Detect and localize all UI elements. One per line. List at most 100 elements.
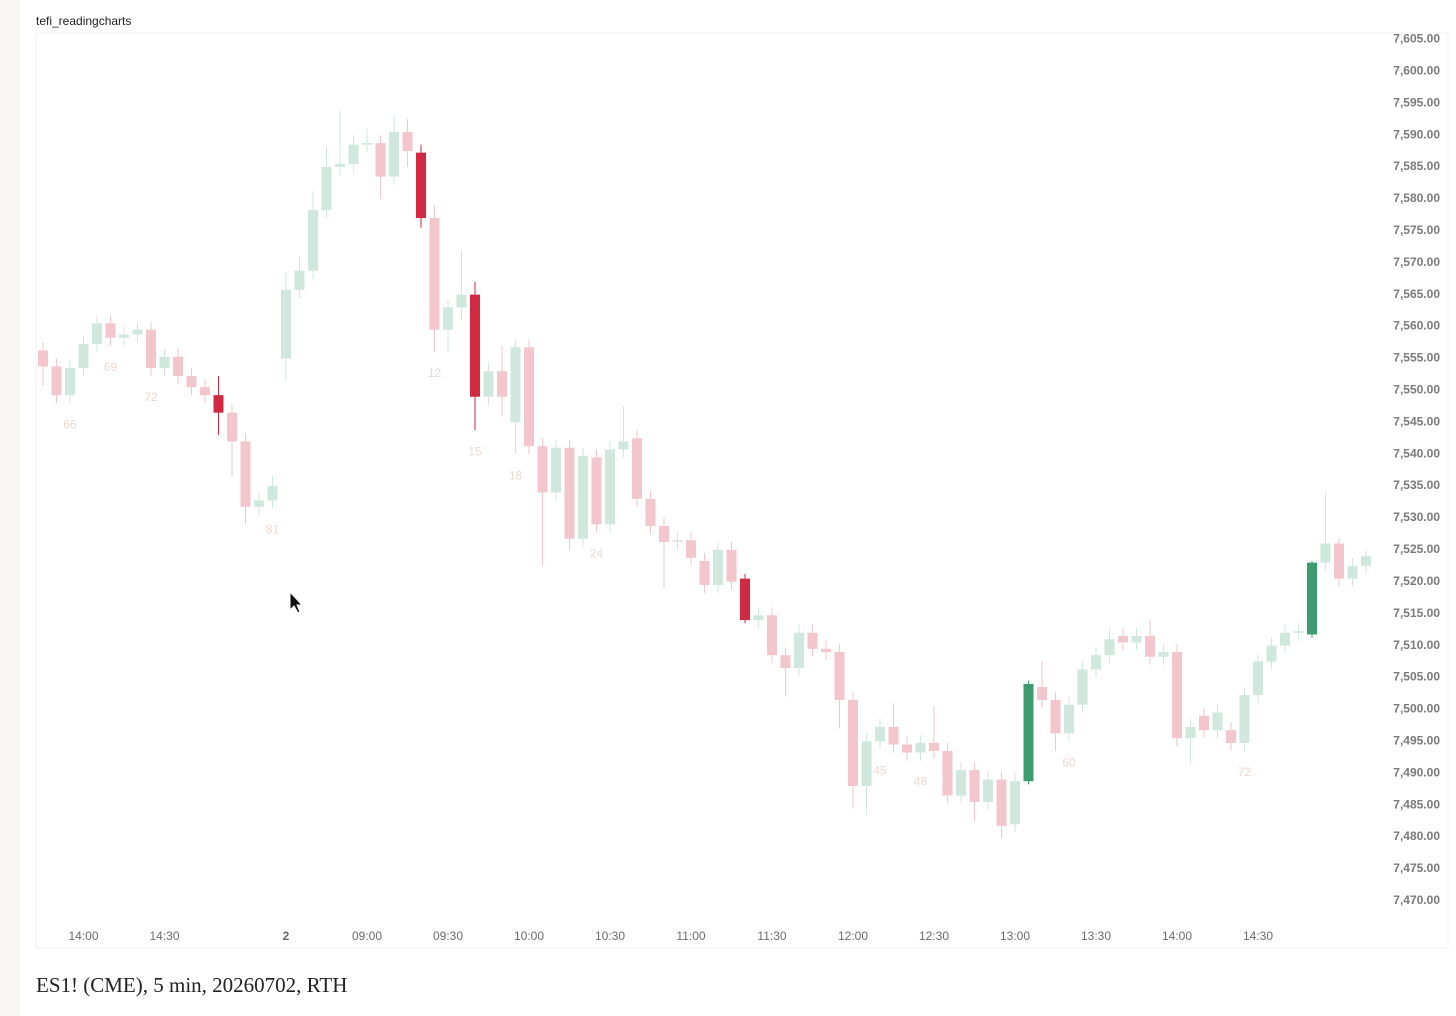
y-tick-label: 7,475.00 bbox=[1393, 861, 1440, 875]
candle-body bbox=[335, 163, 345, 168]
candle-body bbox=[1037, 687, 1047, 700]
candle-body bbox=[605, 449, 615, 525]
candle-body bbox=[875, 726, 885, 742]
annotation: 24 bbox=[590, 547, 604, 561]
candle-body bbox=[456, 294, 467, 308]
chart-title: tefi_readingcharts bbox=[36, 14, 131, 28]
candle-body bbox=[1212, 712, 1223, 731]
y-tick-label: 7,575.00 bbox=[1393, 223, 1440, 237]
candle-body bbox=[159, 356, 170, 369]
candle-body bbox=[686, 540, 696, 558]
y-tick-label: 7,530.00 bbox=[1393, 510, 1440, 524]
candle-body bbox=[1185, 726, 1196, 739]
panel bbox=[20, 0, 1456, 1016]
candle-body bbox=[1361, 556, 1371, 566]
x-tick-label: 11:30 bbox=[757, 929, 786, 943]
candle-body bbox=[443, 307, 453, 330]
x-tick-label: 13:00 bbox=[1000, 929, 1030, 943]
candle-body bbox=[564, 447, 575, 539]
candle-body bbox=[794, 632, 804, 668]
annotation: 69 bbox=[104, 360, 118, 374]
candle-body bbox=[173, 356, 183, 376]
candle-body bbox=[186, 375, 197, 388]
y-tick-label: 7,580.00 bbox=[1393, 191, 1440, 205]
candle-body bbox=[375, 143, 386, 177]
x-tick-label: 13:30 bbox=[1081, 929, 1111, 943]
y-tick-label: 7,510.00 bbox=[1393, 638, 1440, 652]
candle-body bbox=[308, 210, 318, 271]
candle-body bbox=[537, 446, 548, 493]
candle-body bbox=[1023, 683, 1034, 782]
candle-body bbox=[1293, 631, 1304, 633]
candle-body bbox=[429, 218, 440, 330]
candle-body bbox=[753, 615, 764, 621]
candle-body bbox=[416, 152, 426, 219]
candle-body bbox=[254, 500, 264, 507]
y-tick-label: 7,500.00 bbox=[1393, 702, 1440, 716]
annotation: 60 bbox=[1062, 755, 1076, 769]
candle-body bbox=[348, 144, 359, 164]
candle-body bbox=[1280, 632, 1290, 646]
candle-body bbox=[888, 726, 899, 745]
annotation: 48 bbox=[914, 775, 928, 789]
candle-body bbox=[213, 395, 224, 413]
candle-body bbox=[497, 371, 507, 397]
annotation: 81 bbox=[266, 523, 280, 537]
y-tick-label: 7,505.00 bbox=[1393, 670, 1440, 684]
y-tick-label: 7,540.00 bbox=[1393, 446, 1440, 460]
candle-body bbox=[119, 334, 129, 338]
y-tick-label: 7,520.00 bbox=[1393, 574, 1440, 588]
x-tick-label: 11:00 bbox=[676, 929, 705, 943]
candle-body bbox=[821, 648, 831, 652]
candle-body bbox=[1320, 543, 1331, 563]
candle-body bbox=[362, 143, 372, 145]
candle-body bbox=[92, 323, 102, 345]
candle-body bbox=[105, 323, 116, 338]
caption: ES1! (CME), 5 min, 20260702, RTH bbox=[36, 973, 347, 997]
candle-body bbox=[956, 770, 966, 796]
candle-body bbox=[1199, 715, 1209, 731]
annotation: 12 bbox=[428, 366, 442, 380]
candle-body bbox=[578, 455, 588, 539]
y-tick-label: 7,565.00 bbox=[1393, 287, 1440, 301]
candle-body bbox=[1050, 699, 1061, 734]
candle-body bbox=[1091, 655, 1101, 670]
candle-body bbox=[834, 651, 845, 700]
candle-body bbox=[659, 525, 669, 542]
candle-body bbox=[699, 561, 710, 585]
candle-body bbox=[848, 699, 858, 786]
candle-body bbox=[294, 270, 305, 290]
candle-body bbox=[740, 578, 750, 621]
candle-body bbox=[726, 549, 737, 582]
y-tick-label: 7,490.00 bbox=[1393, 765, 1440, 779]
annotation: 72 bbox=[1238, 765, 1252, 779]
candle-body bbox=[618, 441, 629, 450]
candle-body bbox=[267, 486, 278, 501]
candle-body bbox=[38, 350, 48, 367]
candle-body bbox=[1131, 636, 1142, 643]
y-tick-label: 7,570.00 bbox=[1393, 255, 1440, 269]
x-tick-label: 14:30 bbox=[149, 929, 179, 943]
y-tick-label: 7,545.00 bbox=[1393, 414, 1440, 428]
annotation: 18 bbox=[509, 468, 523, 482]
candle-body bbox=[510, 347, 521, 423]
x-tick-label: 10:30 bbox=[595, 929, 625, 943]
candle-body bbox=[389, 131, 399, 177]
candle-body bbox=[929, 742, 939, 751]
candle-body bbox=[1104, 639, 1115, 656]
candle-body bbox=[240, 441, 251, 507]
x-tick-label: 12:30 bbox=[919, 929, 949, 943]
y-tick-label: 7,515.00 bbox=[1393, 606, 1440, 620]
y-tick-label: 7,560.00 bbox=[1393, 319, 1440, 333]
x-tick-label: 09:30 bbox=[433, 929, 463, 943]
x-tick-label: 14:30 bbox=[1243, 929, 1273, 943]
candle-body bbox=[1307, 562, 1317, 635]
candle-body bbox=[591, 457, 602, 525]
candle-body bbox=[1118, 636, 1128, 643]
candle-body bbox=[146, 329, 156, 369]
candle-body bbox=[1158, 651, 1169, 657]
y-tick-label: 7,605.00 bbox=[1393, 32, 1440, 46]
candle-body bbox=[1347, 565, 1358, 579]
